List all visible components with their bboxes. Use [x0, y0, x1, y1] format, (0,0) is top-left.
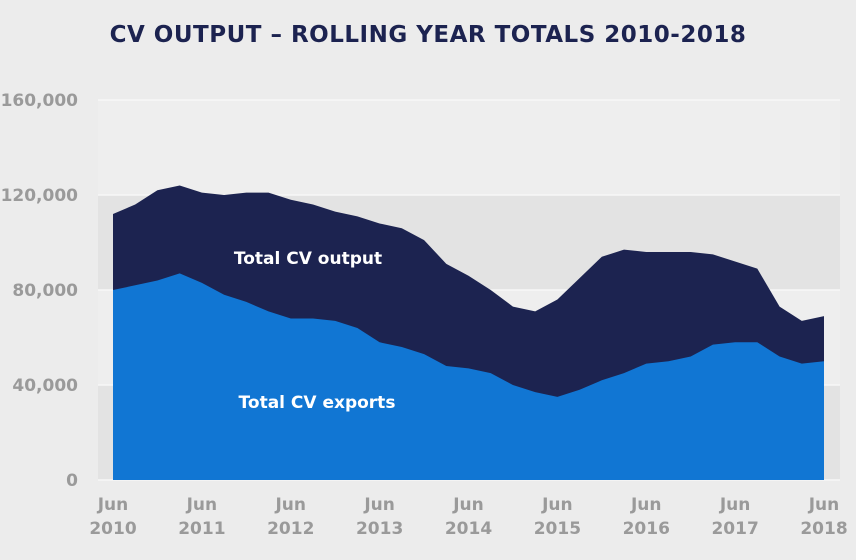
x-tick-label: Jun: [541, 495, 573, 515]
x-tick-label: 2016: [623, 519, 670, 539]
x-tick-label: 2011: [178, 519, 225, 539]
series-area-exports: [113, 273, 824, 480]
x-tick-label: 2013: [356, 519, 403, 539]
y-tick-label: 160,000: [1, 91, 79, 111]
x-tick-label: Jun: [363, 495, 395, 515]
y-tick-label: 40,000: [12, 376, 78, 396]
annotation-output: Total CV output: [234, 249, 382, 269]
x-tick-label: Jun: [274, 495, 306, 515]
x-tick-label: Jun: [186, 495, 218, 515]
x-tick-label: 2010: [89, 519, 136, 539]
x-tick-label: Jun: [808, 495, 840, 515]
y-tick-label: 0: [66, 471, 78, 491]
x-tick-label: Jun: [630, 495, 662, 515]
x-axis: Jun 2010 Jun 2011 Jun 2012 Jun 2013 Jun 2014 Jun 20…: [89, 495, 847, 539]
x-tick-label: 2017: [711, 519, 758, 539]
x-tick-label: Jun: [97, 495, 129, 515]
annotation-exports: Total CV exports: [239, 393, 396, 413]
y-tick-label: 120,000: [1, 186, 79, 206]
y-axis: 0 40,000 80,000 120,000 160,000: [1, 91, 79, 491]
x-tick-label: 2018: [800, 519, 847, 539]
x-tick-label: 2012: [267, 519, 314, 539]
grid-band: [98, 100, 840, 195]
series-areas: [113, 185, 824, 480]
x-tick-label: 2015: [534, 519, 581, 539]
x-tick-label: 2014: [445, 519, 492, 539]
x-tick-label: Jun: [452, 495, 484, 515]
x-tick-label: Jun: [719, 495, 751, 515]
chart-title: CV OUTPUT – ROLLING YEAR TOTALS 2010-201…: [109, 22, 747, 48]
annotations: Total CV output Total CV exports: [234, 249, 396, 413]
y-tick-label: 80,000: [12, 281, 78, 301]
